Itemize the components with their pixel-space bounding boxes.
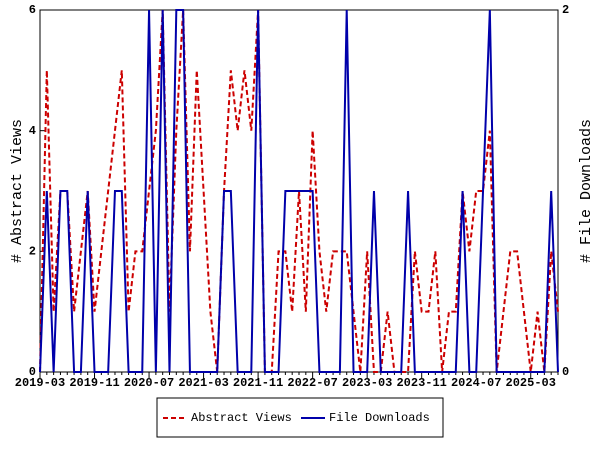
- y-tick-label: 4: [29, 124, 36, 138]
- legend-label: Abstract Views: [191, 411, 292, 425]
- x-tick-label: 2025-03: [506, 376, 556, 390]
- x-tick-label: 2019-03: [15, 376, 65, 390]
- y-tick-label: 0: [29, 365, 36, 379]
- series-line: [39, 9, 559, 373]
- y-tick-label: 6: [29, 3, 36, 17]
- y2-tick-label: 2: [562, 3, 569, 17]
- x-tick-label: 2021-03: [178, 376, 228, 390]
- x-tick-label: 2020-07: [124, 376, 174, 390]
- x-tick-label: 2019-11: [69, 376, 119, 390]
- x-tick-label: 2023-11: [396, 376, 446, 390]
- x-tick-label: 2023-03: [342, 376, 392, 390]
- x-tick-label: 2024-07: [451, 376, 501, 390]
- y2-tick-label: 0: [562, 365, 569, 379]
- y-tick-label: 2: [29, 245, 36, 259]
- legend-label: File Downloads: [329, 411, 430, 425]
- x-tick-label: 2022-07: [287, 376, 337, 390]
- y-axis-label: # Abstract Views: [9, 119, 26, 263]
- legend-box: [156, 397, 444, 438]
- x-tick-label: 2021-11: [233, 376, 283, 390]
- y2-axis-label: # File Downloads: [578, 119, 595, 263]
